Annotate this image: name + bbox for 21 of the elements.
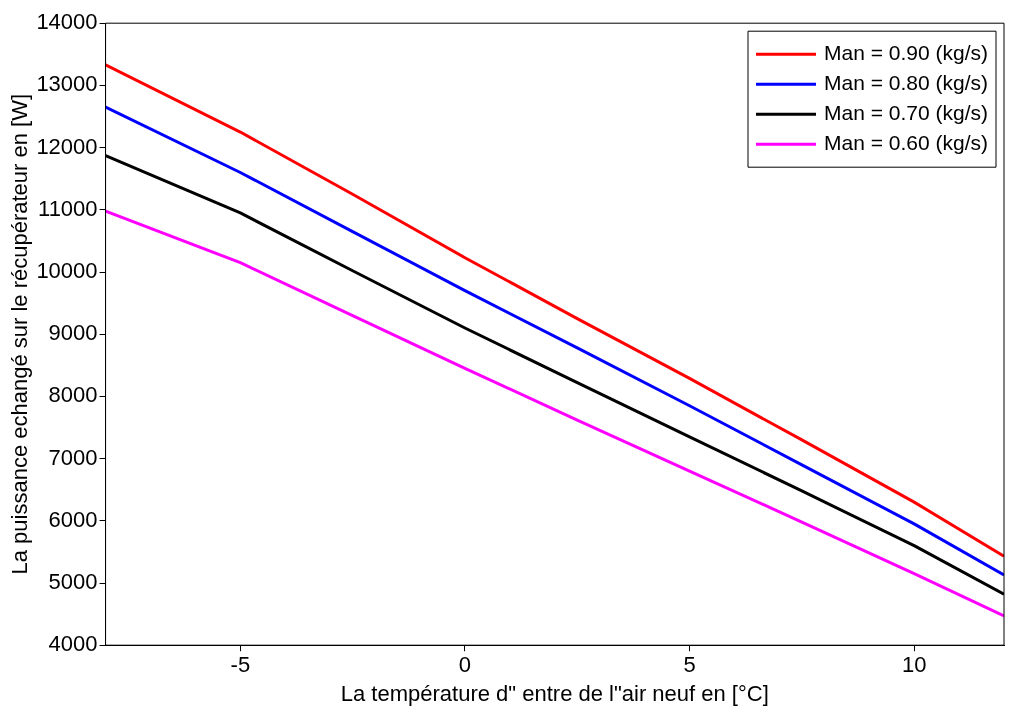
legend-label: Man = 0.90 (kg/s) bbox=[824, 41, 989, 64]
x-tick-label: 0 bbox=[458, 652, 472, 678]
y-tick-label: 14000 bbox=[36, 9, 98, 35]
x-tick-label: -5 bbox=[230, 652, 251, 678]
y-tick-label: 6000 bbox=[48, 506, 98, 532]
x-tick-label: 10 bbox=[901, 652, 927, 678]
legend-label: Man = 0.60 (kg/s) bbox=[824, 131, 989, 154]
y-tick-label: 8000 bbox=[48, 382, 98, 408]
legend-label: Man = 0.70 (kg/s) bbox=[824, 101, 989, 124]
y-axis-title: La puissance echangé sur le récupérateur en [W] bbox=[7, 93, 33, 575]
legend-label: Man = 0.80 (kg/s) bbox=[824, 71, 989, 94]
x-tick-label: 5 bbox=[683, 652, 696, 678]
y-tick-label: 13000 bbox=[36, 71, 98, 97]
y-tick-label: 4000 bbox=[48, 631, 98, 657]
y-tick-label: 5000 bbox=[48, 569, 98, 595]
y-tick-label: 7000 bbox=[48, 444, 98, 470]
y-tick-label: 9000 bbox=[48, 320, 98, 346]
x-axis-title: La température d" entre de l"air neuf en [°C] bbox=[340, 680, 769, 706]
y-tick-label: 10000 bbox=[36, 258, 98, 284]
y-tick-label: 12000 bbox=[36, 133, 98, 159]
y-tick-label: 11000 bbox=[38, 195, 98, 221]
